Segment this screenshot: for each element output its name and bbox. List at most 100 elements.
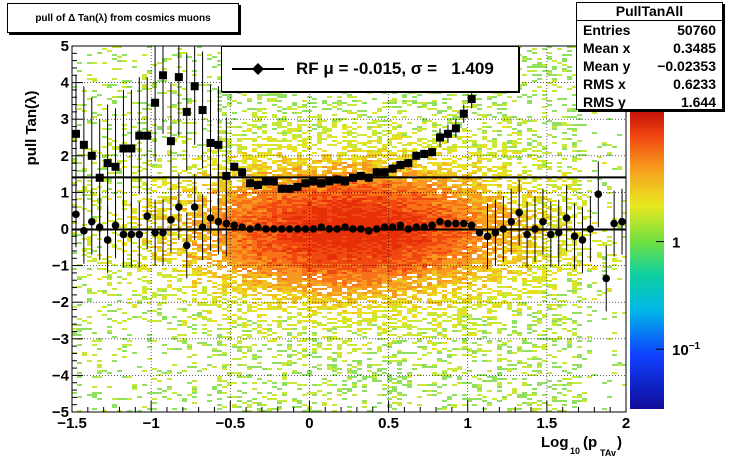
- heatmap-cell: [262, 94, 267, 96]
- heatmap-cell: [312, 234, 317, 236]
- heatmap-cell: [347, 200, 352, 202]
- heatmap-cell: [152, 190, 157, 192]
- heatmap-cell: [152, 154, 157, 156]
- heatmap-cell: [107, 256, 112, 258]
- heatmap-cell: [232, 314, 237, 316]
- heatmap-cell: [332, 184, 337, 186]
- heatmap-cell: [322, 270, 327, 272]
- heatmap-cell: [277, 286, 282, 288]
- heatmap-cell: [247, 170, 252, 172]
- heatmap-cell: [322, 224, 327, 226]
- heatmap-cell: [237, 390, 242, 392]
- heatmap-cell: [392, 354, 397, 356]
- heatmap-cell: [232, 282, 237, 284]
- heatmap-cell: [372, 134, 377, 136]
- heatmap-cell: [72, 252, 77, 254]
- heatmap-cell: [242, 182, 247, 184]
- heatmap-cell: [342, 198, 347, 200]
- heatmap-cell: [287, 196, 292, 198]
- heatmap-cell: [312, 344, 317, 346]
- heatmap-cell: [237, 138, 242, 140]
- heatmap-cell: [127, 340, 132, 342]
- heatmap-cell: [302, 244, 307, 246]
- heatmap-cell: [242, 274, 247, 276]
- heatmap-cell: [147, 210, 152, 212]
- heatmap-cell: [302, 280, 307, 282]
- heatmap-cell: [267, 258, 272, 260]
- heatmap-cell: [217, 226, 222, 228]
- heatmap-cell: [212, 386, 217, 388]
- heatmap-cell: [257, 156, 262, 158]
- heatmap-cell: [82, 276, 87, 278]
- heatmap-cell: [282, 240, 287, 242]
- heatmap-cell: [262, 336, 267, 338]
- heatmap-cell: [177, 394, 182, 396]
- heatmap-cell: [207, 210, 212, 212]
- heatmap-cell: [392, 274, 397, 276]
- heatmap-cell: [252, 258, 257, 260]
- heatmap-cell: [382, 278, 387, 280]
- heatmap-cell: [387, 222, 392, 224]
- heatmap-cell: [282, 120, 287, 122]
- heatmap-cell: [252, 156, 257, 158]
- heatmap-cell: [337, 256, 342, 258]
- heatmap-cell: [247, 202, 252, 204]
- heatmap-cell: [187, 190, 192, 192]
- heatmap-cell: [397, 312, 402, 314]
- heatmap-cell: [357, 220, 362, 222]
- heatmap-cell: [347, 144, 352, 146]
- heatmap-cell: [352, 170, 357, 172]
- heatmap-cell: [147, 270, 152, 272]
- heatmap-cell: [392, 206, 397, 208]
- heatmap-cell: [182, 88, 187, 90]
- heatmap-cell: [322, 158, 327, 160]
- heatmap-cell: [387, 150, 392, 152]
- heatmap-cell: [172, 316, 177, 318]
- heatmap-cell: [367, 256, 372, 258]
- heatmap-cell: [302, 308, 307, 310]
- heatmap-cell: [127, 410, 132, 412]
- heatmap-cell: [272, 382, 277, 384]
- heatmap-cell: [362, 192, 367, 194]
- heatmap-cell: [287, 324, 292, 326]
- heatmap-cell: [312, 256, 317, 258]
- heatmap-cell: [357, 114, 362, 116]
- heatmap-cell: [227, 94, 232, 96]
- heatmap-cell: [277, 238, 282, 240]
- heatmap-cell: [357, 268, 362, 270]
- heatmap-cell: [182, 122, 187, 124]
- heatmap-cell: [202, 204, 207, 206]
- heatmap-cell: [347, 240, 352, 242]
- heatmap-cell: [87, 74, 92, 76]
- heatmap-cell: [317, 134, 322, 136]
- heatmap-cell: [147, 202, 152, 204]
- heatmap-cell: [332, 198, 337, 200]
- heatmap-cell: [322, 218, 327, 220]
- heatmap-cell: [297, 358, 302, 360]
- heatmap-cell: [377, 348, 382, 350]
- heatmap-cell: [332, 288, 337, 290]
- heatmap-cell: [322, 234, 327, 236]
- heatmap-cell: [312, 266, 317, 268]
- heatmap-cell: [387, 204, 392, 206]
- heatmap-cell: [232, 248, 237, 250]
- heatmap-cell: [142, 370, 147, 372]
- heatmap-cell: [167, 254, 172, 256]
- heatmap-cell: [297, 168, 302, 170]
- heatmap-cell: [87, 120, 92, 122]
- heatmap-cell: [197, 258, 202, 260]
- heatmap-cell: [317, 344, 322, 346]
- heatmap-cell: [257, 102, 262, 104]
- heatmap-cell: [292, 216, 297, 218]
- heatmap-cell: [277, 140, 282, 142]
- heatmap-cell: [77, 162, 82, 164]
- heatmap-cell: [322, 220, 327, 222]
- heatmap-cell: [207, 356, 212, 358]
- heatmap-cell: [342, 136, 347, 138]
- heatmap-cell: [202, 286, 207, 288]
- heatmap-cell: [362, 196, 367, 198]
- heatmap-cell: [372, 256, 377, 258]
- heatmap-cell: [232, 270, 237, 272]
- heatmap-cell: [357, 216, 362, 218]
- heatmap-cell: [347, 296, 352, 298]
